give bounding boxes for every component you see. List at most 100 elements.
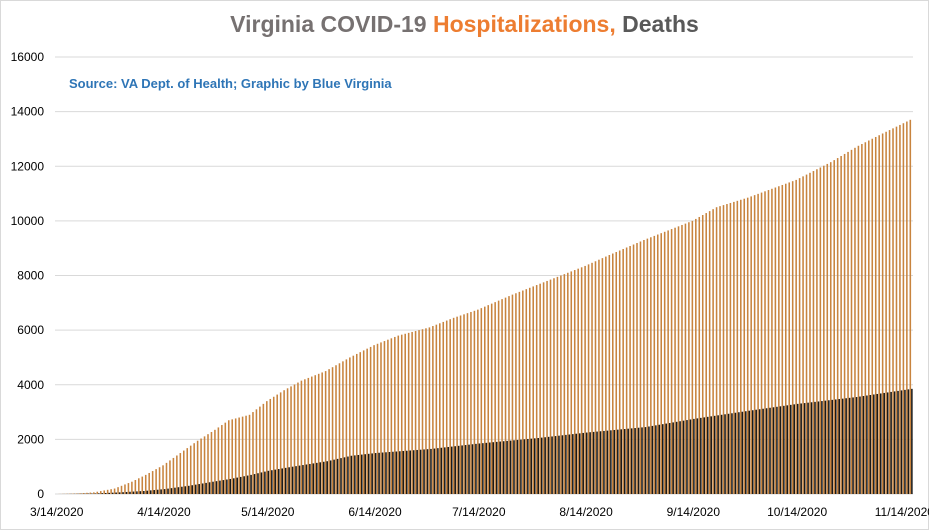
hospitalizations-bar [909,119,912,494]
hospitalizations-bar [110,489,112,494]
hospitalizations-bar [843,153,846,494]
hospitalizations-bar [445,320,448,494]
deaths-bar [675,421,678,494]
deaths-bar [710,416,712,494]
deaths-bar [426,449,429,494]
hospitalizations-bar [144,474,147,494]
hospitalizations-bar [207,434,209,494]
hospitalizations-bar [722,205,725,494]
hospitalizations-bar [791,181,794,495]
deaths-bar [883,392,885,494]
deaths-bar [257,473,259,494]
deaths-bar [845,398,847,494]
deaths-bar [627,428,629,494]
hospitalizations-bar [241,416,244,494]
hospitalizations-bar [304,379,306,494]
deaths-bar [115,492,117,494]
hospitalizations-bar [823,165,825,495]
deaths-bar [129,491,131,494]
deaths-bar [181,486,183,494]
hospitalizations-bar [411,331,413,494]
deaths-bar [502,441,505,494]
hospitalizations-bar [314,375,317,494]
deaths-bar [274,469,277,494]
deaths-bar [551,436,553,494]
hospitalizations-bar [688,222,690,494]
hospitalizations-bar [148,472,150,494]
deaths-bar [495,441,498,494]
deaths-bar [866,395,868,494]
hospitalizations-bar [418,330,420,494]
deaths-bar [343,457,346,494]
deaths-bar [578,433,581,494]
deaths-bar [713,415,716,494]
deaths-bar [655,425,657,494]
hospitalizations-bar [584,265,586,494]
deaths-bar [561,435,564,494]
deaths-bar [288,467,290,494]
hospitalizations-bar [352,355,355,494]
deaths-bar [267,470,270,494]
deaths-bar [205,482,207,494]
deaths-bar [686,420,688,494]
deaths-bar [509,440,512,494]
hospitalizations-bar [753,195,756,494]
deaths-bar [371,453,373,494]
deaths-bar [104,492,107,494]
hospitalizations-bar [224,422,227,494]
title-part-hospitalizations: Hospitalizations, [432,11,616,37]
hospitalizations-bar [573,270,576,494]
deaths-bar [98,493,100,494]
y-tick-label: 2000 [17,432,44,446]
deaths-bar [433,448,436,494]
deaths-bar [796,403,799,494]
hospitalizations-bar [625,247,628,494]
deaths-bar [696,418,699,494]
hospitalizations-bar [470,311,472,494]
deaths-bar [374,453,377,494]
deaths-bar [499,441,501,494]
deaths-bars [60,388,913,494]
hospitalizations-bar [598,259,600,494]
deaths-bar [848,397,851,494]
deaths-bar [302,465,304,494]
deaths-bar [122,492,124,494]
deaths-bar [291,466,294,494]
deaths-bar [537,438,540,494]
hospitalizations-bar [567,272,569,494]
hospitalizations-bar [290,386,292,494]
hospitalizations-bar [407,332,410,494]
hospitalizations-bar [165,462,168,494]
deaths-bar [606,430,609,494]
hospitalizations-bar [366,348,368,494]
hospitalizations-bar [79,493,81,494]
hospitalizations-bar [563,274,566,494]
hospitalizations-bar [892,128,894,494]
deaths-bar [565,434,567,494]
hospitalizations-bar [615,252,618,494]
hospitalizations-bar [151,471,154,494]
deaths-bar [644,427,647,494]
hospitalizations-bar [203,436,206,494]
hospitalizations-bar [587,264,590,494]
hospitalizations-bar [238,417,240,494]
hospitalizations-bar [871,138,874,494]
deaths-bar [482,443,484,494]
hospitalizations-bar [283,390,285,494]
hospitalizations-bar [580,267,583,494]
hospitalizations-bar [404,333,406,494]
deaths-bar [668,422,671,494]
deaths-bar [904,389,906,494]
hospitalizations-bar [653,235,656,494]
hospitalizations-bar [259,406,261,494]
hospitalizations-bar [311,376,313,494]
hospitalizations-bar [809,172,811,494]
deaths-bar [457,445,460,494]
hospitalizations-bar [113,488,116,494]
hospitalizations-bar [750,196,752,494]
hospitalizations-bar [279,392,282,494]
hospitalizations-bar [269,398,272,494]
deaths-bar [298,465,301,494]
hospitalizations-bar [819,167,822,494]
deaths-bar [897,390,899,494]
